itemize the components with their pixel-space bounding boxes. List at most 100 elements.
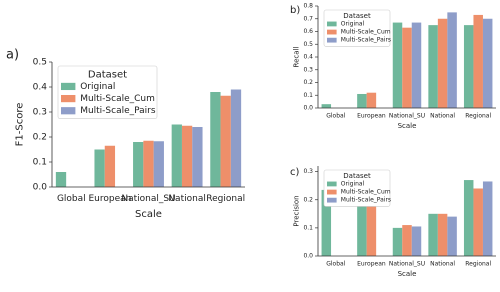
panel-label: b) bbox=[290, 5, 300, 16]
bar bbox=[473, 188, 483, 256]
bar bbox=[447, 12, 457, 108]
bar bbox=[482, 181, 493, 256]
x-tick-label: National bbox=[168, 194, 206, 204]
bar bbox=[482, 18, 493, 108]
bar bbox=[428, 213, 438, 256]
y-tick-label: 0.0 bbox=[303, 253, 313, 260]
legend-title: Dataset bbox=[343, 172, 371, 180]
y-tick-label: 0.8 bbox=[303, 3, 313, 10]
bar bbox=[463, 180, 474, 256]
legend-label: Original bbox=[341, 20, 365, 27]
legend-label: Multi-Scale_Cum bbox=[80, 94, 155, 104]
y-tick-label: 0.4 bbox=[303, 54, 313, 61]
legend-title: Dataset bbox=[343, 12, 371, 20]
bar bbox=[357, 185, 367, 256]
legend-label: Multi-Scale_Pairs bbox=[80, 106, 156, 116]
y-axis-label: Precision bbox=[292, 195, 300, 226]
bar bbox=[210, 92, 221, 187]
bar bbox=[473, 14, 483, 108]
bar bbox=[402, 225, 412, 256]
legend-swatch bbox=[327, 21, 337, 27]
y-tick-label: 0.7 bbox=[303, 15, 313, 22]
panel-label: a) bbox=[6, 48, 19, 63]
x-tick-label: Regional bbox=[465, 112, 491, 119]
y-tick-label: 0.2 bbox=[303, 79, 313, 86]
bar bbox=[321, 189, 332, 256]
bar bbox=[437, 18, 448, 108]
y-tick-label: 0.1 bbox=[303, 224, 313, 231]
legend-label: Multi-Scale_Cum bbox=[341, 189, 391, 196]
x-axis-label: Scale bbox=[398, 122, 417, 130]
bar bbox=[230, 89, 242, 187]
bar bbox=[192, 127, 203, 187]
legend-box bbox=[57, 65, 158, 119]
y-tick-label: 0.3 bbox=[33, 108, 47, 118]
legend-swatch bbox=[327, 37, 337, 43]
legend-swatch bbox=[61, 94, 76, 103]
x-tick-label: Regional bbox=[206, 194, 245, 204]
y-tick-label: 0.1 bbox=[33, 158, 47, 168]
y-tick-label: 0.5 bbox=[33, 58, 47, 68]
legend-label: Multi-Scale_Pairs bbox=[341, 37, 391, 44]
y-axis-label: F1-Score bbox=[15, 103, 26, 147]
y-axis-label: Recall bbox=[292, 47, 300, 68]
bar bbox=[402, 27, 412, 108]
x-axis-label: Scale bbox=[398, 270, 417, 278]
bar bbox=[463, 25, 474, 108]
legend-box bbox=[323, 169, 391, 207]
x-tick-label: European bbox=[357, 260, 386, 267]
bar bbox=[104, 145, 116, 187]
y-tick-label: 0.1 bbox=[303, 92, 313, 99]
bar bbox=[366, 187, 377, 256]
legend-label: Multi-Scale_Pairs bbox=[341, 197, 391, 204]
bar bbox=[321, 104, 332, 108]
bar bbox=[411, 226, 422, 256]
bar bbox=[366, 92, 377, 108]
bar bbox=[143, 140, 154, 187]
legend-swatch bbox=[61, 82, 76, 91]
legend-label: Original bbox=[341, 180, 365, 187]
bar bbox=[133, 142, 144, 187]
bar bbox=[94, 149, 105, 187]
legend-swatch bbox=[327, 189, 337, 195]
legend-title: Dataset bbox=[88, 69, 127, 80]
x-tick-label: Global bbox=[326, 112, 345, 119]
x-tick-label: Global bbox=[326, 260, 345, 267]
y-tick-label: 0.2 bbox=[33, 133, 47, 143]
y-tick-label: 0.0 bbox=[303, 105, 313, 112]
y-tick-label: 0.0 bbox=[33, 183, 48, 193]
bar bbox=[411, 22, 422, 109]
y-tick-label: 0.3 bbox=[303, 168, 313, 175]
legend-swatch bbox=[327, 181, 337, 187]
y-tick-label: 0.4 bbox=[33, 83, 48, 93]
bar bbox=[437, 213, 448, 256]
panel-label: c) bbox=[290, 167, 299, 178]
x-tick-label: European bbox=[357, 112, 386, 119]
bar bbox=[220, 95, 231, 187]
y-tick-label: 0.5 bbox=[303, 41, 313, 48]
bar bbox=[447, 216, 457, 256]
x-tick-label: National bbox=[430, 112, 455, 119]
legend-box bbox=[323, 9, 391, 47]
x-axis-label: Scale bbox=[135, 209, 162, 220]
x-tick-label: Global bbox=[57, 194, 86, 204]
y-tick-label: 0.6 bbox=[303, 28, 313, 35]
bar bbox=[153, 141, 164, 187]
bar bbox=[392, 22, 403, 109]
legend-swatch bbox=[61, 107, 76, 115]
x-tick-label: National_SU bbox=[389, 260, 425, 267]
legend-label: Multi-Scale_Cum bbox=[341, 29, 391, 36]
x-tick-label: Regional bbox=[465, 260, 491, 267]
bar bbox=[392, 227, 403, 256]
x-tick-label: National_SU bbox=[121, 194, 175, 204]
legend-swatch bbox=[327, 29, 337, 35]
y-tick-label: 0.2 bbox=[303, 196, 313, 203]
legend-label: Original bbox=[80, 82, 115, 92]
legend-swatch bbox=[327, 197, 337, 203]
bar bbox=[428, 25, 438, 108]
bar bbox=[357, 93, 367, 108]
x-tick-label: National_SU bbox=[389, 112, 425, 119]
bar bbox=[55, 172, 67, 187]
y-tick-label: 0.3 bbox=[303, 66, 313, 73]
